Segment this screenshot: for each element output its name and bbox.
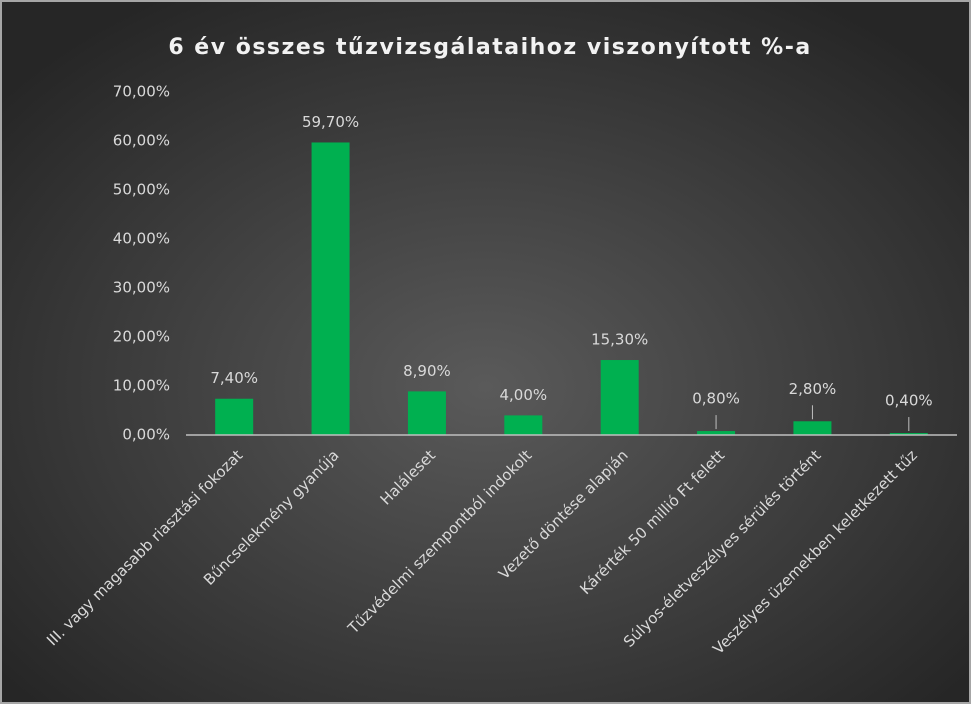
- data-label: 0,40%: [885, 392, 933, 410]
- bar: [600, 360, 639, 435]
- data-label: 59,70%: [302, 113, 359, 131]
- y-tick-label: 40,00%: [113, 230, 170, 248]
- data-label: 4,00%: [499, 386, 547, 404]
- data-label: 8,90%: [403, 362, 451, 380]
- data-label: 0,80%: [692, 390, 740, 408]
- data-label: 15,30%: [591, 331, 648, 349]
- y-tick-label: 60,00%: [113, 132, 170, 150]
- bar: [697, 431, 736, 435]
- y-tick-label: 50,00%: [113, 181, 170, 199]
- y-tick-label: 30,00%: [113, 279, 170, 297]
- bar: [311, 142, 350, 435]
- y-tick-label: 0,00%: [122, 426, 170, 444]
- data-label: 2,80%: [789, 380, 837, 398]
- data-label: 7,40%: [210, 369, 258, 387]
- bar: [215, 398, 254, 435]
- chart-title: 6 év összes tűzvizsgálataihoz viszonyíto…: [168, 35, 811, 60]
- y-tick-label: 20,00%: [113, 328, 170, 346]
- bar: [793, 421, 832, 435]
- y-tick-label: 70,00%: [113, 83, 170, 101]
- bar: [889, 433, 928, 435]
- bar: [407, 391, 446, 435]
- y-tick-label: 10,00%: [113, 377, 170, 395]
- bar: [504, 415, 543, 435]
